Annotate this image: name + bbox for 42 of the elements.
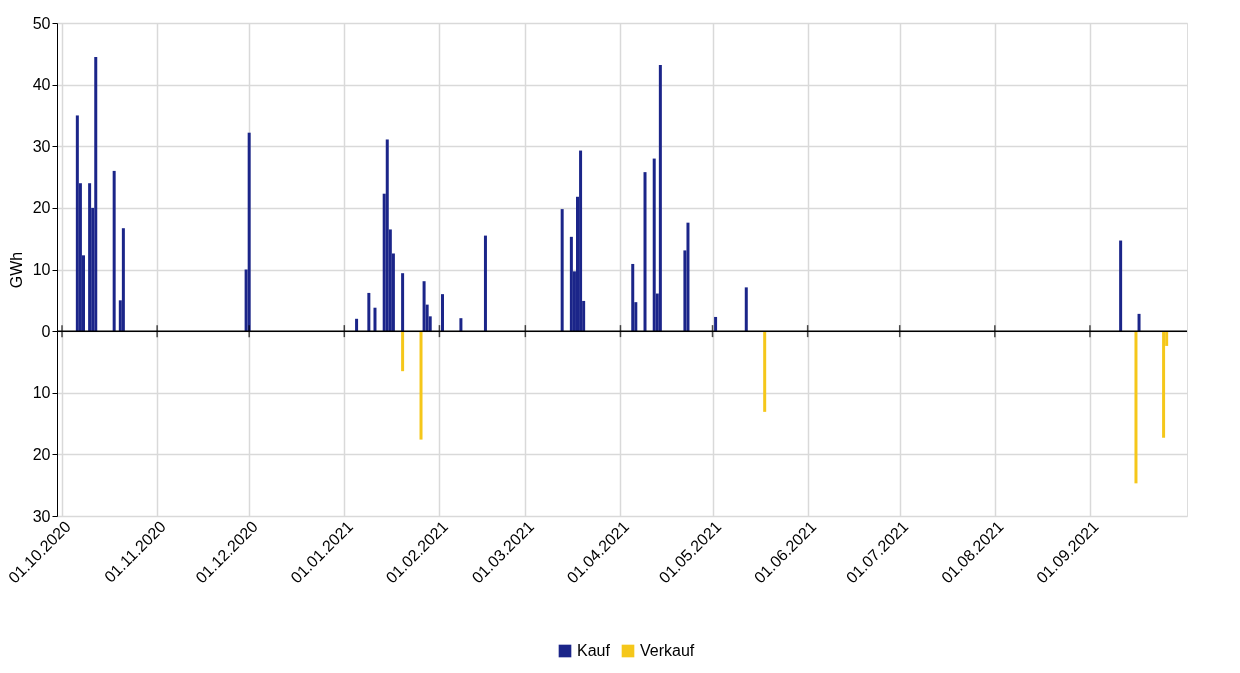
y-tick-label: 10: [32, 384, 51, 402]
bar: [459, 318, 463, 332]
bar: [401, 273, 405, 332]
y-tick-label: 0: [41, 322, 51, 340]
bar: [643, 172, 647, 332]
y-tick-label: 50: [32, 14, 51, 32]
bar: [1137, 313, 1141, 332]
bar: [763, 331, 767, 412]
y-tick-label: 20: [32, 199, 51, 217]
bar: [385, 139, 389, 332]
bar: [744, 287, 748, 332]
bar: [560, 209, 564, 332]
bar: [401, 331, 405, 372]
bar: [88, 183, 92, 332]
legend-label: Kauf: [577, 642, 611, 659]
y-tick-label: 30: [32, 137, 51, 155]
bar: [440, 294, 444, 332]
legend-label: Verkauf: [640, 642, 695, 659]
bar: [658, 64, 662, 332]
bar: [652, 158, 656, 332]
bar: [75, 115, 79, 332]
bar: [121, 228, 125, 332]
bar: [714, 316, 718, 332]
bar: [579, 150, 583, 332]
bar: [422, 281, 426, 332]
y-axis-title: GWh: [7, 251, 25, 289]
bar: [94, 56, 98, 332]
y-tick-label: 10: [32, 261, 51, 278]
y-tick-label: 40: [32, 76, 51, 94]
bar: [367, 292, 371, 332]
y-tick-label: 30: [32, 507, 51, 525]
bar: [569, 236, 573, 332]
bar: [1119, 240, 1123, 332]
bar: [1162, 331, 1166, 438]
bar: [373, 307, 377, 332]
bar: [112, 170, 116, 332]
bar: [1134, 331, 1138, 484]
bar: [686, 222, 690, 332]
y-tick-label: 20: [32, 445, 51, 463]
bar: [419, 331, 423, 440]
bar: [631, 263, 635, 332]
bar: [483, 235, 487, 332]
